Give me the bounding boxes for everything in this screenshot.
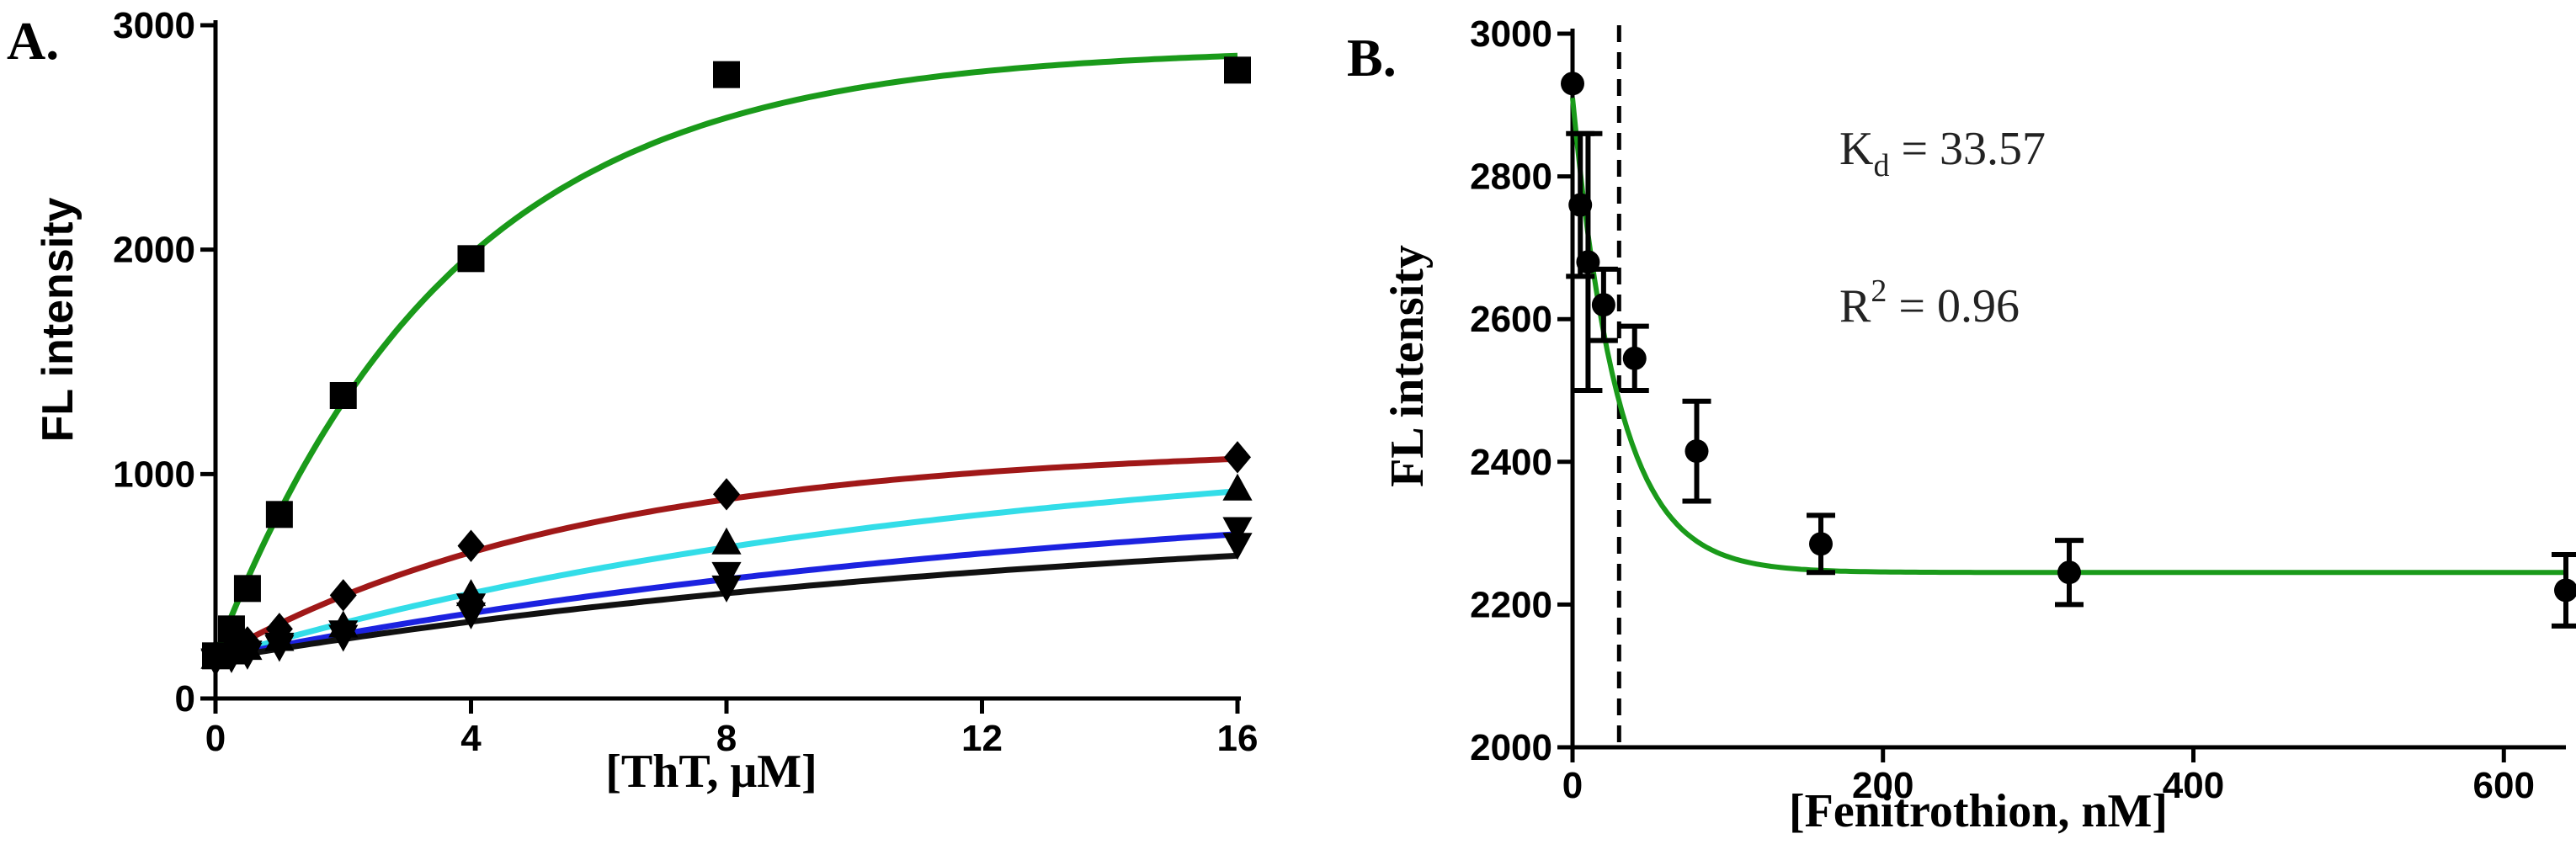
data-point (1591, 293, 1615, 317)
data-point (1561, 72, 1584, 96)
data-point (2554, 578, 2576, 603)
fit-curve-1 (212, 52, 1238, 657)
kd-value: = 33.57 (1889, 123, 2046, 175)
panel-a-axes: 0 1000 2000 3000 0 4 8 12 16 (113, 5, 1258, 759)
x-tick-label: 16 (1217, 718, 1259, 759)
data-point (711, 527, 742, 555)
x-tick-label: 0 (1562, 765, 1583, 806)
x-tick-label: 600 (2473, 765, 2535, 806)
panel-a-x-axis-label: [ThT, μM] (605, 746, 817, 798)
data-point (1222, 517, 1253, 544)
x-tick-label: 0 (205, 718, 226, 759)
y-tick-label: 2000 (1470, 727, 1552, 768)
x-tick-label: 200 (1852, 765, 1913, 806)
panel-b-axes: 2000 2200 2400 2600 2800 3000 0 200 400 600 (1470, 13, 2566, 806)
panel-b-fit-curve (1570, 97, 2566, 576)
panel-b-x-axis-label: [Fenitrothion, nM] (1789, 785, 2168, 837)
y-tick-label: 2400 (1470, 442, 1552, 483)
panel-b-letter: B. (1347, 28, 1397, 88)
panel-b-data-points (1561, 72, 2576, 629)
data-point (713, 478, 740, 511)
data-point (1224, 56, 1251, 84)
data-point (1222, 473, 1253, 501)
x-tick-label: 12 (961, 718, 1003, 759)
data-point (265, 501, 293, 528)
y-tick-label: 2000 (113, 230, 195, 271)
kd-annotation: Kd = 33.57 (1839, 123, 2046, 183)
y-tick-label: 2800 (1470, 157, 1552, 198)
data-point (457, 529, 485, 562)
y-tick-label: 2600 (1470, 299, 1552, 340)
panel-a-data-points (200, 56, 1253, 677)
data-point (1224, 441, 1251, 474)
data-point (232, 642, 263, 670)
data-point (264, 635, 295, 662)
panel-b-chart: B. FL intensity [Fenitrothion, nM] 20002… (1347, 13, 2576, 837)
x-tick-label: 400 (2163, 765, 2224, 806)
r2-annotation: R2 = 0.96 (1839, 273, 2020, 332)
y-tick-label: 2200 (1470, 584, 1552, 625)
data-point (233, 575, 261, 603)
panel-a-letter: A. (7, 11, 59, 71)
x-tick-label: 8 (716, 718, 737, 759)
data-point (2057, 560, 2081, 585)
data-point (329, 579, 357, 612)
panel-a-y-axis-label: FL intensity (34, 198, 82, 443)
data-point (713, 61, 740, 88)
r2-value: = 0.96 (1887, 280, 2020, 332)
y-tick-label: 3000 (113, 5, 195, 46)
kd-subscript: d (1873, 148, 1889, 183)
data-point (1222, 533, 1253, 560)
data-point (711, 575, 742, 603)
fit-curve (1570, 97, 2566, 576)
data-point (329, 382, 357, 409)
data-point (1622, 346, 1647, 370)
y-tick-label: 3000 (1470, 13, 1552, 55)
data-point (455, 602, 487, 629)
r2-main: R (1839, 280, 1871, 332)
panel-a-chart: A. FL intensity [ThT, μM] 01000200030000… (7, 5, 1258, 798)
r2-superscript: 2 (1871, 273, 1887, 309)
x-tick-label: 4 (460, 718, 482, 759)
y-tick-label: 1000 (113, 454, 195, 495)
kd-main: K (1839, 123, 1873, 175)
data-point (1685, 439, 1709, 464)
data-point (328, 624, 359, 652)
y-tick-label: 0 (175, 678, 195, 720)
data-point (457, 245, 485, 273)
panel-b-y-axis-label: FL intensity (1381, 245, 1434, 487)
data-point (1809, 532, 1833, 556)
